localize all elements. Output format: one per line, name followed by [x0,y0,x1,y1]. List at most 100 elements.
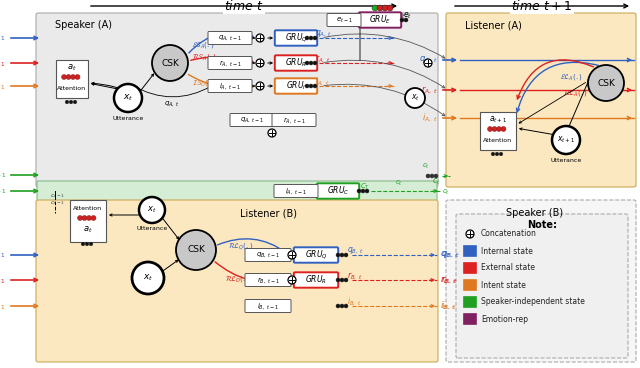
Text: $GRU_C$: $GRU_C$ [327,185,349,197]
Text: $c_{t-1}$: $c_{t-1}$ [0,170,6,180]
Text: $c_t$: $c_t$ [395,178,403,188]
Text: $r_{B,\ t}$: $r_{B,\ t}$ [441,275,458,286]
Circle shape [66,74,71,79]
Text: $\mathcal{RL}_O(.)$: $\mathcal{RL}_O(.)$ [225,273,250,283]
FancyBboxPatch shape [317,183,359,199]
Text: $\mathcal{EL}_A(.)$: $\mathcal{EL}_A(.)$ [560,71,583,81]
Text: $r_{A,\ t-1}$: $r_{A,\ t-1}$ [0,57,6,69]
Text: $i_{A,\ t-1}$: $i_{A,\ t-1}$ [0,80,6,92]
Circle shape [82,216,87,220]
Bar [464,263,476,273]
Text: $x_t$: $x_t$ [123,93,133,103]
Text: $\mathcal{ES}_A(.)$: $\mathcal{ES}_A(.)$ [192,39,214,50]
Text: $e_t$: $e_t$ [397,11,406,21]
Text: $q_{B,\ t}$: $q_{B,\ t}$ [347,245,364,256]
Circle shape [313,61,317,65]
Text: $i_{A,\ t-1}$: $i_{A,\ t-1}$ [219,81,241,91]
Circle shape [430,174,434,178]
Circle shape [313,84,317,88]
Circle shape [288,251,296,259]
Circle shape [305,36,309,40]
Circle shape [288,276,296,284]
Circle shape [426,174,430,178]
Text: Concatenation: Concatenation [481,230,537,238]
Circle shape [365,189,369,193]
Circle shape [81,242,85,246]
Text: $r_{A,\ t-1}$: $r_{A,\ t-1}$ [218,58,241,68]
FancyBboxPatch shape [275,78,317,94]
FancyBboxPatch shape [327,14,361,26]
Circle shape [336,253,340,257]
Text: $a_t$: $a_t$ [67,63,77,73]
Text: Attention: Attention [58,86,86,92]
FancyBboxPatch shape [208,57,252,70]
Circle shape [256,34,264,42]
Text: $c_{t-1}$: $c_{t-1}$ [50,192,65,200]
Circle shape [497,127,502,131]
Circle shape [424,59,432,67]
Text: $c_{t-1}$: $c_{t-1}$ [0,186,6,196]
Text: $r_{B,\ t-1}$: $r_{B,\ t-1}$ [257,275,280,285]
Text: $GRU_Q$: $GRU_Q$ [285,32,307,45]
Circle shape [313,36,317,40]
FancyBboxPatch shape [294,272,338,288]
Circle shape [256,59,264,67]
Text: $e_t$: $e_t$ [403,11,412,21]
Bar [464,314,476,324]
Text: Emotion-rep: Emotion-rep [481,315,528,323]
Text: $\mathcal{RL}_Q(.)$: $\mathcal{RL}_Q(.)$ [228,241,253,252]
Text: CSK: CSK [597,78,615,88]
Text: Speaker-independent state: Speaker-independent state [481,297,585,307]
Circle shape [268,129,276,137]
Circle shape [139,197,165,223]
Text: $r_{A,\ t}$: $r_{A,\ t}$ [315,53,330,65]
Text: $GRU_I$: $GRU_I$ [286,80,306,92]
Circle shape [404,18,408,22]
Circle shape [387,5,393,11]
Text: $\mathcal{IS}_O(.)$: $\mathcal{IS}_O(.)$ [192,78,215,88]
Circle shape [132,262,164,294]
FancyBboxPatch shape [294,247,338,263]
Text: time $t+1$: time $t+1$ [511,0,573,13]
Text: $q_{B,\ t}$: $q_{B,\ t}$ [441,250,460,261]
Text: $a_t$: $a_t$ [83,225,93,235]
Text: $GRU_R$: $GRU_R$ [285,57,307,69]
Text: $q_{A,\ t}$: $q_{A,\ t}$ [419,54,438,66]
Circle shape [305,84,309,88]
Circle shape [552,126,580,154]
Text: Intent state: Intent state [481,280,526,290]
Text: $c_t$: $c_t$ [422,162,430,171]
Text: $q_{A,\ t-1}$: $q_{A,\ t-1}$ [240,116,264,124]
Text: $c_{t-1}$: $c_{t-1}$ [50,199,65,207]
Text: $r_{B,\ t}$: $r_{B,\ t}$ [347,270,362,282]
Circle shape [70,74,76,79]
Circle shape [361,189,365,193]
Text: Listener (B): Listener (B) [239,208,296,218]
Circle shape [75,74,80,79]
Text: $c_t$: $c_t$ [431,177,440,187]
Text: $x_t$: $x_t$ [410,93,419,103]
Circle shape [69,100,73,104]
Circle shape [372,5,378,11]
Text: $x_t$: $x_t$ [143,273,153,283]
Text: $x_{t+1}$: $x_{t+1}$ [557,135,575,145]
Circle shape [377,5,383,11]
FancyBboxPatch shape [245,248,291,262]
Text: $i_{B,\ t}$: $i_{B,\ t}$ [347,296,362,308]
Circle shape [501,127,506,131]
Circle shape [65,100,69,104]
Circle shape [309,36,313,40]
Text: Speaker (B): Speaker (B) [506,208,564,218]
FancyBboxPatch shape [446,200,636,362]
FancyBboxPatch shape [272,113,316,127]
Circle shape [176,230,216,270]
Text: $\hat{y}_t$: $\hat{y}_t$ [375,0,385,3]
Circle shape [340,278,344,282]
Text: $i_{B,\ t-1}$: $i_{B,\ t-1}$ [257,301,279,311]
Circle shape [309,84,313,88]
Circle shape [344,253,348,257]
Circle shape [85,242,89,246]
Text: $i_{B,\ t-1}$: $i_{B,\ t-1}$ [0,300,6,312]
Circle shape [91,216,96,220]
FancyBboxPatch shape [208,32,252,45]
